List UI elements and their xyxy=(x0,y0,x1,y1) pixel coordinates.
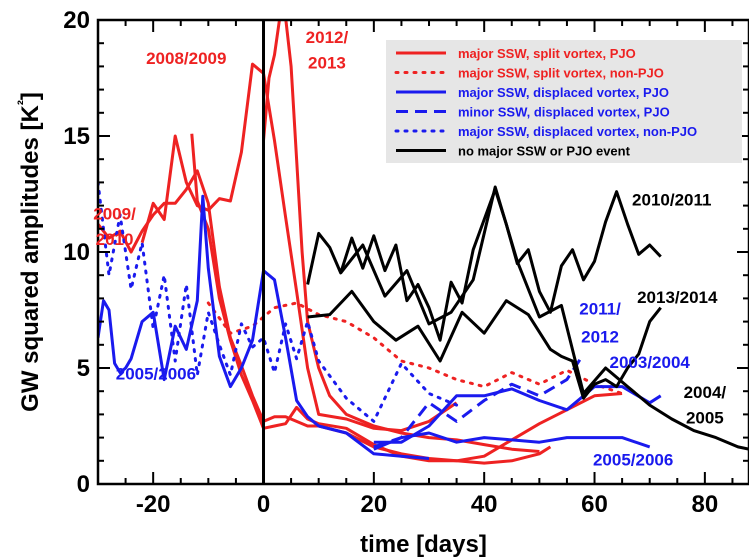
series-layer xyxy=(98,20,749,465)
series-line-9 xyxy=(373,353,585,449)
series-annotation: 2008/2009 xyxy=(146,49,226,68)
series-annotation: 2012 xyxy=(581,327,619,346)
series-annotation: 2010 xyxy=(96,230,134,249)
legend-label: no major SSW or PJO event xyxy=(458,144,631,159)
series-annotation: 2005 xyxy=(686,409,724,428)
x-tick-label: 40 xyxy=(471,491,498,518)
series-line-3 xyxy=(190,133,552,465)
series-annotation: 2010/2011 xyxy=(632,191,711,210)
series-line-2 xyxy=(140,62,458,433)
series-line-1 xyxy=(98,169,623,463)
series-line-6 xyxy=(98,194,430,460)
x-tick-label: -20 xyxy=(136,491,171,518)
x-tick-label: 80 xyxy=(692,491,719,518)
series-annotation: 2013/2014 xyxy=(637,288,718,307)
legend-label: major SSW, displaced vortex, PJO xyxy=(458,85,669,100)
annotations: 2008/2009 2012/2013 2009/2010 2005/2006 2010… xyxy=(93,28,726,469)
series-line-12 xyxy=(339,185,749,451)
x-tick-label: 0 xyxy=(257,491,270,518)
series-line-7 xyxy=(373,385,662,444)
x-axis-title: time [days] xyxy=(360,531,487,558)
series-annotation: 2004/ xyxy=(684,383,727,402)
legend: major SSW, split vortex, PJO major SSW, s… xyxy=(386,40,742,163)
series-line-8 xyxy=(373,431,651,451)
legend-label: minor SSW, displaced vortex, PJO xyxy=(458,105,670,120)
series-annotation: 2012/ xyxy=(306,28,349,47)
series-annotation: 2005/2006 xyxy=(593,450,673,469)
x-tick-label: 60 xyxy=(581,491,608,518)
legend-label: major SSW, split vortex, PJO xyxy=(458,46,636,61)
y-tick-label: 15 xyxy=(63,123,90,150)
legend-box xyxy=(386,40,742,163)
tick-layer: -20 0 20 40 60 80 0 5 10 15 20 xyxy=(63,7,749,518)
legend-label: major SSW, displaced vortex, non-PJO xyxy=(458,124,697,139)
series-line-11 xyxy=(306,187,662,342)
series-annotation: 2005/2006 xyxy=(116,365,196,384)
series-line-4 xyxy=(262,20,540,453)
y-tick-label: 20 xyxy=(63,7,90,34)
x-tick-label: 20 xyxy=(360,491,387,518)
legend-label: major SSW, split vortex, non-PJO xyxy=(458,66,664,81)
series-annotation: 2003/2004 xyxy=(610,353,691,372)
y-tick-label: 10 xyxy=(63,239,90,266)
series-line-13 xyxy=(307,289,662,400)
y-tick-label: 5 xyxy=(77,355,90,382)
y-axis-title: GW squared amplitudes [K²] xyxy=(15,92,44,412)
series-line-10 xyxy=(98,180,459,423)
series-line-5 xyxy=(206,301,624,395)
series-annotation: 2009/ xyxy=(93,205,136,224)
series-annotation: 2011/ xyxy=(579,300,621,319)
plot-area: -20 0 20 40 60 80 0 5 10 15 20 xyxy=(63,7,749,518)
series-annotation: 2013 xyxy=(308,54,346,73)
y-tick-label: 0 xyxy=(77,471,90,498)
